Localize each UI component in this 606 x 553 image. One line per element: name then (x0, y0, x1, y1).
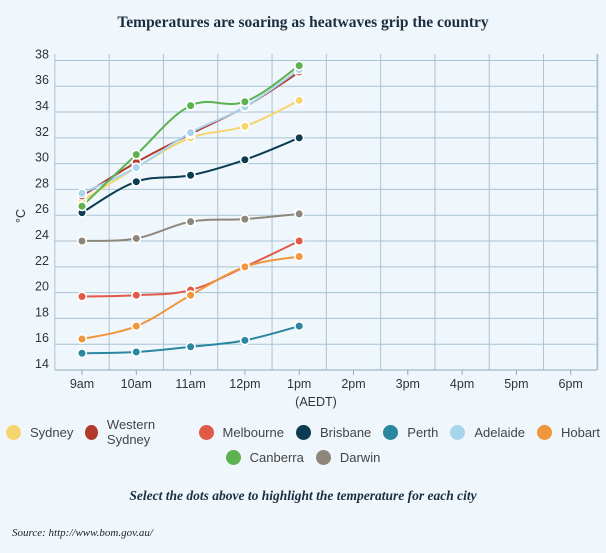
y-tick-label: 20 (35, 280, 49, 294)
x-tick-label: 1pm (287, 377, 311, 391)
legend-dot-icon[interactable] (85, 424, 98, 440)
legend-dot-icon[interactable] (198, 424, 214, 440)
x-tick-label: 5pm (504, 377, 528, 391)
y-tick-label: 24 (35, 228, 49, 242)
y-tick-label: 30 (35, 151, 49, 165)
data-point-adelaide[interactable] (76, 188, 88, 199)
data-point-hobart[interactable] (294, 251, 305, 262)
legend-dot-icon[interactable] (225, 449, 241, 465)
legend-label: Brisbane (319, 424, 372, 440)
legend-item-canberra[interactable]: Canberra (225, 449, 304, 465)
legend-label: Sydney (30, 424, 74, 440)
data-point-hobart[interactable] (76, 333, 88, 345)
x-tick-label: 10am (121, 377, 152, 391)
legend: Sydney Western Sydney Melbourne Brisbane Per… (0, 417, 606, 471)
data-point-adelaide[interactable] (131, 162, 142, 173)
legend-label: Adelaide (474, 424, 525, 440)
y-axis-title: °C (14, 209, 28, 223)
data-point-perth[interactable] (76, 348, 88, 359)
legend-row: Canberra Darwin (0, 446, 606, 468)
legend-dot-icon[interactable] (295, 424, 311, 440)
y-tick-label: 22 (35, 254, 49, 268)
legend-dot-icon[interactable] (536, 424, 552, 440)
legend-dot-icon[interactable] (6, 424, 21, 440)
data-point-sydney[interactable] (239, 121, 250, 132)
legend-label: Hobart (560, 424, 600, 440)
legend-label: Darwin (339, 449, 381, 465)
y-tick-label: 32 (35, 125, 49, 139)
data-point-hobart[interactable] (185, 290, 196, 301)
x-tick-label: 4pm (450, 377, 474, 391)
legend-dot-icon[interactable] (450, 424, 466, 440)
legend-label: Western Sydney (106, 417, 156, 447)
x-tick-label: 3pm (396, 377, 420, 391)
legend-item-brisbane[interactable]: Brisbane (295, 424, 372, 440)
data-point-canberra[interactable] (131, 149, 142, 160)
data-point-darwin[interactable] (131, 233, 142, 244)
legend-label: Perth (407, 424, 439, 440)
y-tick-label: 14 (35, 357, 49, 371)
line-chart: 14 16 18 20 22 24 26 28 30 32 34 36 38 9am 10am 11am 12p… (14, 47, 599, 409)
legend-dot-icon[interactable] (383, 424, 399, 440)
data-point-melbourne[interactable] (294, 235, 305, 247)
data-point-canberra[interactable] (239, 96, 250, 107)
y-tick-label: 38 (35, 47, 49, 61)
legend-label: Canberra (249, 449, 304, 465)
y-tick-label: 26 (35, 202, 49, 216)
axes: 14 16 18 20 22 24 26 28 30 32 34 36 38 9am 10am 11am 12p… (14, 47, 597, 409)
y-tick-label: 16 (35, 331, 49, 345)
data-point-perth[interactable] (294, 321, 305, 332)
data-point-brisbane[interactable] (185, 170, 196, 181)
data-point-sydney[interactable] (294, 95, 305, 106)
x-tick-label: 9am (70, 377, 94, 391)
data-point-canberra[interactable] (294, 60, 305, 71)
y-tick-label: 18 (35, 305, 49, 319)
x-tick-label: 11am (175, 377, 205, 391)
legend-item-hobart[interactable]: Hobart (536, 424, 600, 440)
data-point-perth[interactable] (185, 341, 196, 352)
legend-label: Melbourne (222, 424, 284, 440)
x-tick-label: 6pm (559, 377, 583, 391)
data-point-perth[interactable] (131, 346, 142, 358)
legend-item-sydney[interactable]: Sydney (6, 424, 74, 440)
data-point-darwin[interactable] (239, 213, 250, 225)
legend-item-perth[interactable]: Perth (383, 424, 439, 440)
data-point-adelaide[interactable] (185, 127, 196, 138)
x-tick-label: 2pm (341, 377, 365, 391)
data-point-hobart[interactable] (131, 321, 142, 332)
data-point-melbourne[interactable] (131, 290, 142, 301)
source-text: Source: http://www.bom.gov.au/ (12, 527, 153, 539)
legend-item-western-sydney[interactable]: Western Sydney (85, 417, 186, 447)
legend-dot-icon[interactable] (315, 449, 331, 465)
legend-item-melbourne[interactable]: Melbourne (198, 424, 284, 440)
data-points[interactable] (76, 60, 305, 359)
data-point-hobart[interactable] (239, 261, 250, 272)
data-point-brisbane[interactable] (131, 176, 142, 187)
legend-row: Sydney Western Sydney Melbourne Brisbane Per… (0, 417, 606, 447)
y-tick-label: 34 (35, 99, 49, 113)
legend-item-adelaide[interactable]: Adelaide (450, 424, 525, 440)
data-point-darwin[interactable] (185, 216, 196, 227)
y-tick-label: 36 (35, 73, 49, 87)
instruction-text: Select the dots above to highlight the t… (129, 488, 477, 503)
data-point-melbourne[interactable] (76, 291, 88, 302)
y-tick-label: 28 (35, 176, 49, 190)
x-tick-label: 12pm (229, 377, 260, 391)
data-point-canberra[interactable] (76, 201, 88, 212)
data-point-brisbane[interactable] (294, 132, 305, 143)
legend-item-darwin[interactable]: Darwin (315, 449, 381, 465)
data-point-darwin[interactable] (76, 235, 88, 247)
data-point-darwin[interactable] (294, 208, 305, 220)
data-point-canberra[interactable] (185, 100, 196, 111)
data-point-perth[interactable] (239, 335, 250, 346)
chart-title: Temperatures are soaring as heatwaves gr… (117, 14, 489, 31)
x-axis-title: (AEDT) (295, 395, 337, 409)
data-point-brisbane[interactable] (239, 154, 250, 165)
